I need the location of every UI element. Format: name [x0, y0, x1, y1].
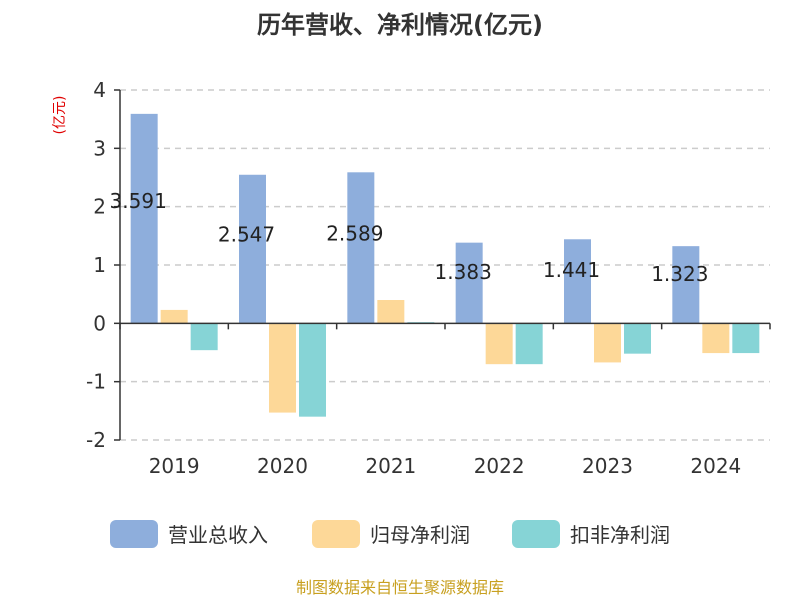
bar	[624, 323, 651, 354]
y-tick-label: 1	[93, 253, 106, 277]
legend: 营业总收入 归母净利润 扣非净利润	[110, 520, 670, 548]
bar	[130, 113, 158, 324]
chart-title: 历年营收、净利情况(亿元)	[257, 11, 543, 39]
legend-label: 营业总收入	[168, 523, 268, 547]
bar	[594, 323, 621, 363]
data-label: 2.547	[218, 223, 275, 247]
y-tick-label: -1	[86, 370, 106, 394]
y-axis-unit-label: (亿元)	[52, 96, 68, 135]
x-tick-label: 2020	[257, 454, 308, 478]
y-tick-label: 2	[93, 195, 106, 219]
grid-lines	[120, 89, 770, 441]
data-label: 1.383	[435, 260, 492, 284]
bar	[377, 300, 405, 324]
bar	[732, 323, 760, 354]
bar	[269, 323, 296, 413]
bar	[485, 323, 513, 365]
bar	[160, 309, 188, 324]
bar	[299, 323, 326, 417]
y-tick-label: 0	[93, 311, 106, 335]
bars	[130, 113, 760, 417]
bar	[515, 323, 543, 365]
axes: 4 3 2 1 0 -1 -2 2019 2020 2021 2022 2023 2024	[86, 78, 771, 478]
legend-label: 归母净利润	[370, 523, 470, 547]
data-label: 1.441	[543, 258, 600, 282]
legend-label: 扣非净利润	[570, 523, 670, 547]
bar	[564, 239, 591, 324]
legend-swatch	[110, 520, 158, 548]
x-tick-label: 2023	[582, 454, 633, 478]
bar	[672, 246, 700, 324]
bar	[190, 323, 218, 351]
bar	[702, 323, 730, 354]
legend-swatch	[312, 520, 360, 548]
bar	[455, 242, 483, 324]
data-label: 2.589	[326, 221, 383, 245]
data-label: 1.323	[651, 262, 708, 286]
bar	[347, 172, 375, 324]
x-tick-label: 2019	[149, 454, 200, 478]
x-tick-label: 2022	[474, 454, 525, 478]
data-label: 3.591	[110, 189, 167, 213]
source-note: 制图数据来自恒生聚源数据库	[296, 578, 504, 597]
x-tick-label: 2024	[690, 454, 741, 478]
data-labels: 3.591 2.547 2.589 1.383 1.441 1.323	[110, 189, 709, 286]
x-tick-label: 2021	[365, 454, 416, 478]
bar	[239, 174, 266, 324]
y-tick-label: 3	[93, 136, 106, 160]
legend-swatch	[512, 520, 560, 548]
y-tick-label: 4	[93, 78, 106, 102]
y-tick-label: -2	[86, 428, 106, 452]
